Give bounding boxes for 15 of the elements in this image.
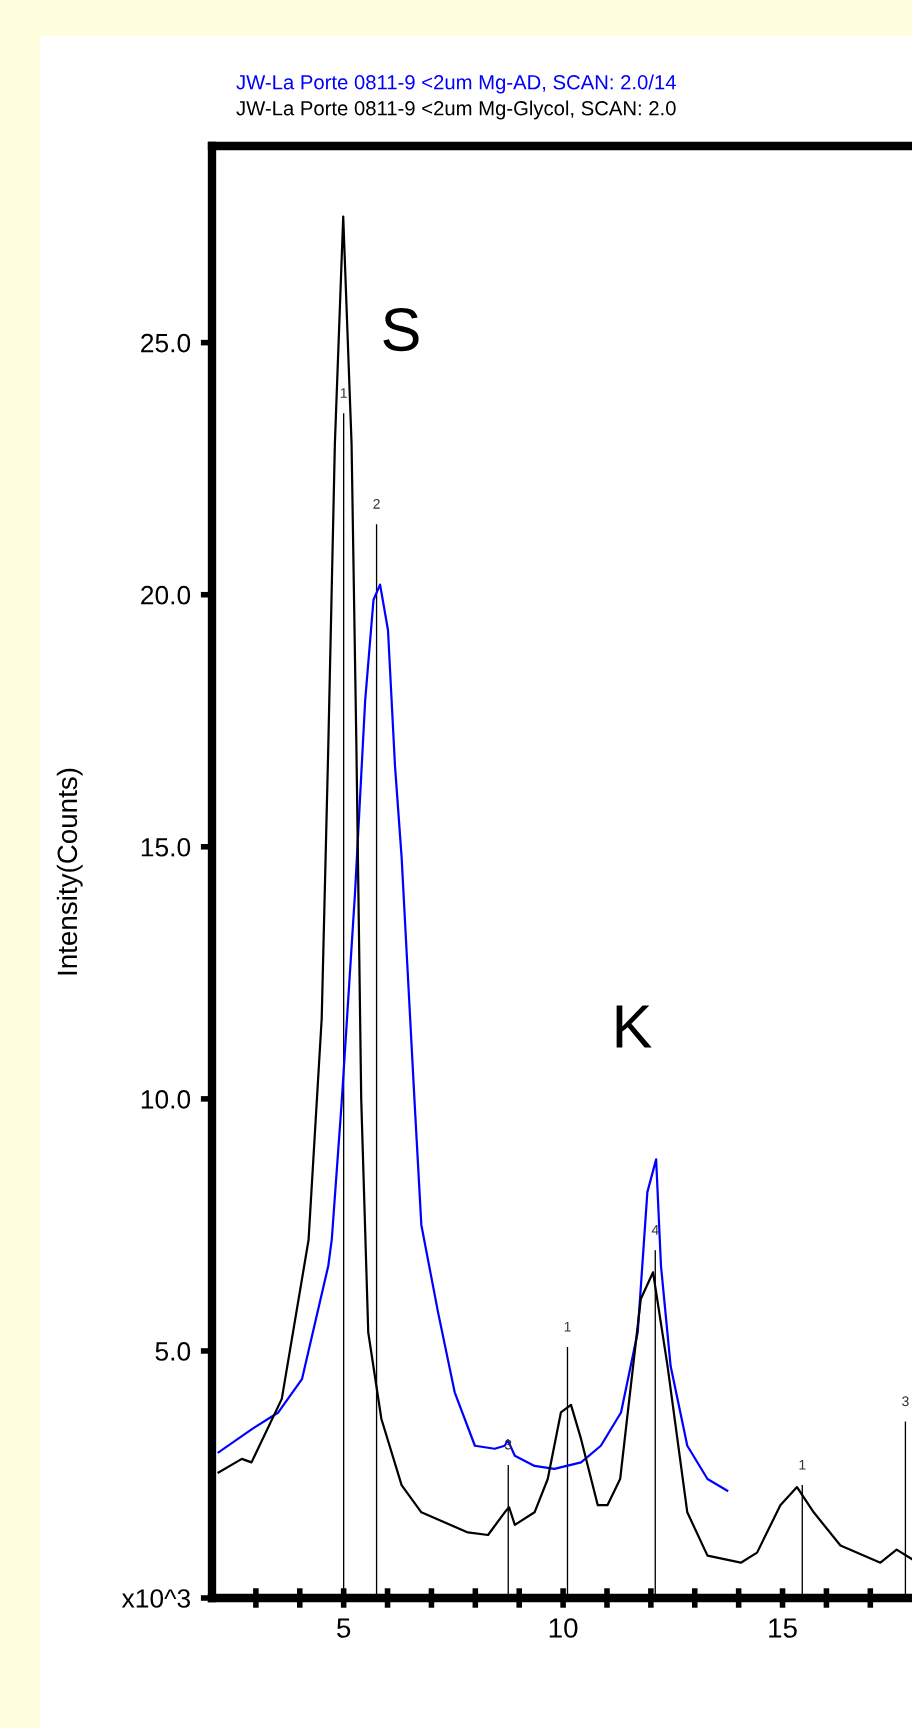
y-tick-label: 20.0 <box>141 585 191 605</box>
y-tick-label: 5.0 <box>155 1342 191 1361</box>
annotation: K <box>616 1005 652 1048</box>
x-tick-label: 10 <box>549 1618 578 1638</box>
y-tick-label: 25.0 <box>141 333 191 353</box>
y-axis-title: Intensity(Counts) <box>56 768 83 975</box>
x-tick-label: 5 <box>337 1618 351 1638</box>
text: JW-La Porte 0811-9 <2um Mg-Glycol, SCAN: 2.0 <box>236 100 676 120</box>
line-series <box>217 583 729 1492</box>
y-tick-label: 15.0 <box>141 837 191 857</box>
text: JW-La Porte 0811-9 <2um Mg-AD, SCAN: 2.0/14 <box>236 74 676 94</box>
y-tick-label: 10.0 <box>141 1090 191 1109</box>
y-tick-label: x10^3 <box>121 1589 191 1608</box>
annotation: S <box>383 307 419 352</box>
x-tick-label: 15 <box>769 1618 797 1638</box>
